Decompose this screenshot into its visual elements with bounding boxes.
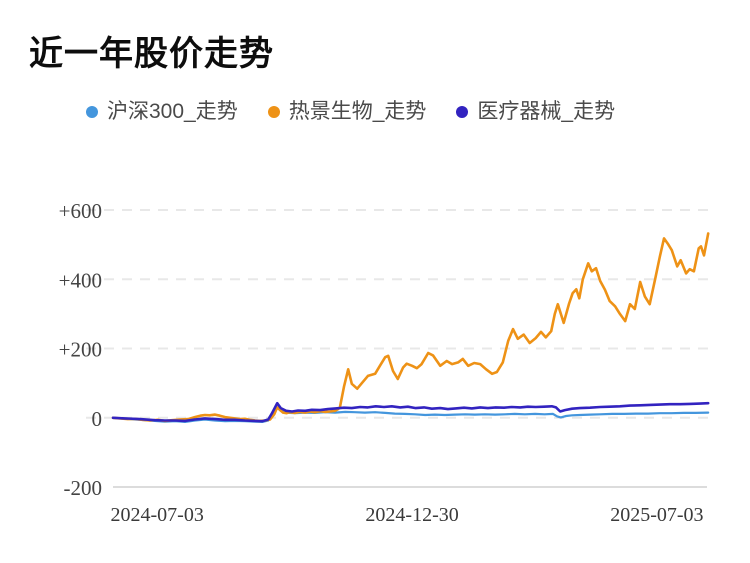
- x-axis-tick-label: 2024-12-30: [365, 504, 458, 526]
- y-axis-tick-label: +600: [59, 199, 102, 223]
- series-line-rejing: [111, 232, 710, 423]
- legend-label: 医疗器械_走势: [477, 100, 616, 123]
- legend-item-yiliao[interactable]: 医疗器械_走势: [456, 101, 615, 122]
- legend-label: 热景生物_走势: [288, 100, 427, 123]
- y-axis-tick-label: +200: [59, 338, 102, 362]
- series-line-hs300: [111, 406, 710, 423]
- legend-dot-icon: [86, 105, 98, 118]
- y-axis-tick-label: +400: [59, 268, 102, 292]
- legend-item-rejing[interactable]: 热景生物_走势: [267, 100, 427, 123]
- y-axis-tick-label: -200: [64, 476, 103, 500]
- legend-dot-icon: [456, 105, 469, 118]
- x-axis-tick-label: 2025-07-03: [610, 504, 703, 526]
- y-axis-tick-label: 0: [92, 407, 103, 431]
- page-title: 近一年股价走势: [29, 35, 274, 73]
- x-axis-tick-label: 2024-07-03: [111, 504, 204, 526]
- legend: 沪深300_走势 热景生物_走势 医疗器械_走势: [86, 101, 615, 122]
- legend-label: 沪深300_走势: [107, 100, 238, 123]
- legend-item-hs300[interactable]: 沪深300_走势: [86, 101, 238, 122]
- legend-dot-icon: [267, 105, 280, 118]
- series-line-yiliao: [111, 401, 710, 423]
